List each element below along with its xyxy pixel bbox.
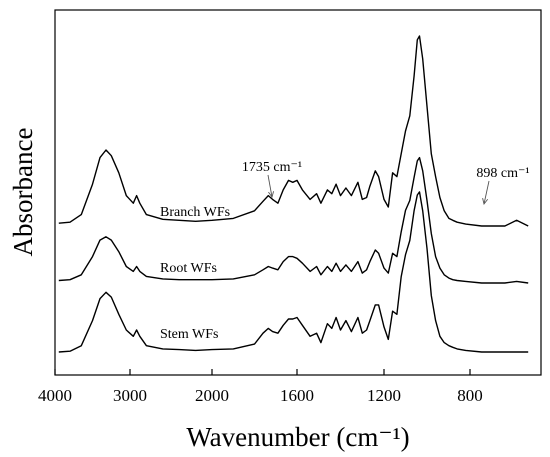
series-label: Stem WFs	[160, 327, 218, 342]
x-tick-label: 1200	[367, 386, 401, 405]
series-line-3	[58, 191, 529, 353]
series-labels: Branch WFs Root WFs Stem WFs	[160, 205, 230, 342]
x-tick-label: 3000	[113, 386, 147, 405]
series-line-1	[58, 35, 529, 227]
x-tick-label: 1600	[280, 386, 314, 405]
spectra	[58, 35, 529, 353]
annotation-label: 898 cm⁻¹	[476, 166, 529, 181]
annotation-arrow-head	[482, 198, 489, 206]
annotation-arrow-shaft	[267, 174, 273, 198]
x-axis-title: Wavenumber (cm⁻¹)	[186, 422, 409, 452]
x-tick-labels: 4000 3000 2000 1600 1200 800	[38, 386, 483, 405]
annotations: 1735 cm⁻¹ 898 cm⁻¹	[242, 160, 530, 206]
plot-frame	[54, 9, 542, 376]
series-label: Branch WFs	[160, 205, 230, 220]
y-axis-title: Absorbance	[8, 128, 38, 257]
x-tick-label: 2000	[195, 386, 229, 405]
annotation-arrow-head	[268, 191, 275, 199]
annotation-label: 1735 cm⁻¹	[242, 160, 302, 175]
x-ticks	[54, 369, 471, 375]
annotation-arrow-shaft	[483, 180, 490, 205]
series-line-2	[58, 156, 529, 284]
x-tick-label: 800	[457, 386, 483, 405]
series-label: Root WFs	[160, 261, 217, 276]
x-tick-label: 4000	[38, 386, 72, 405]
